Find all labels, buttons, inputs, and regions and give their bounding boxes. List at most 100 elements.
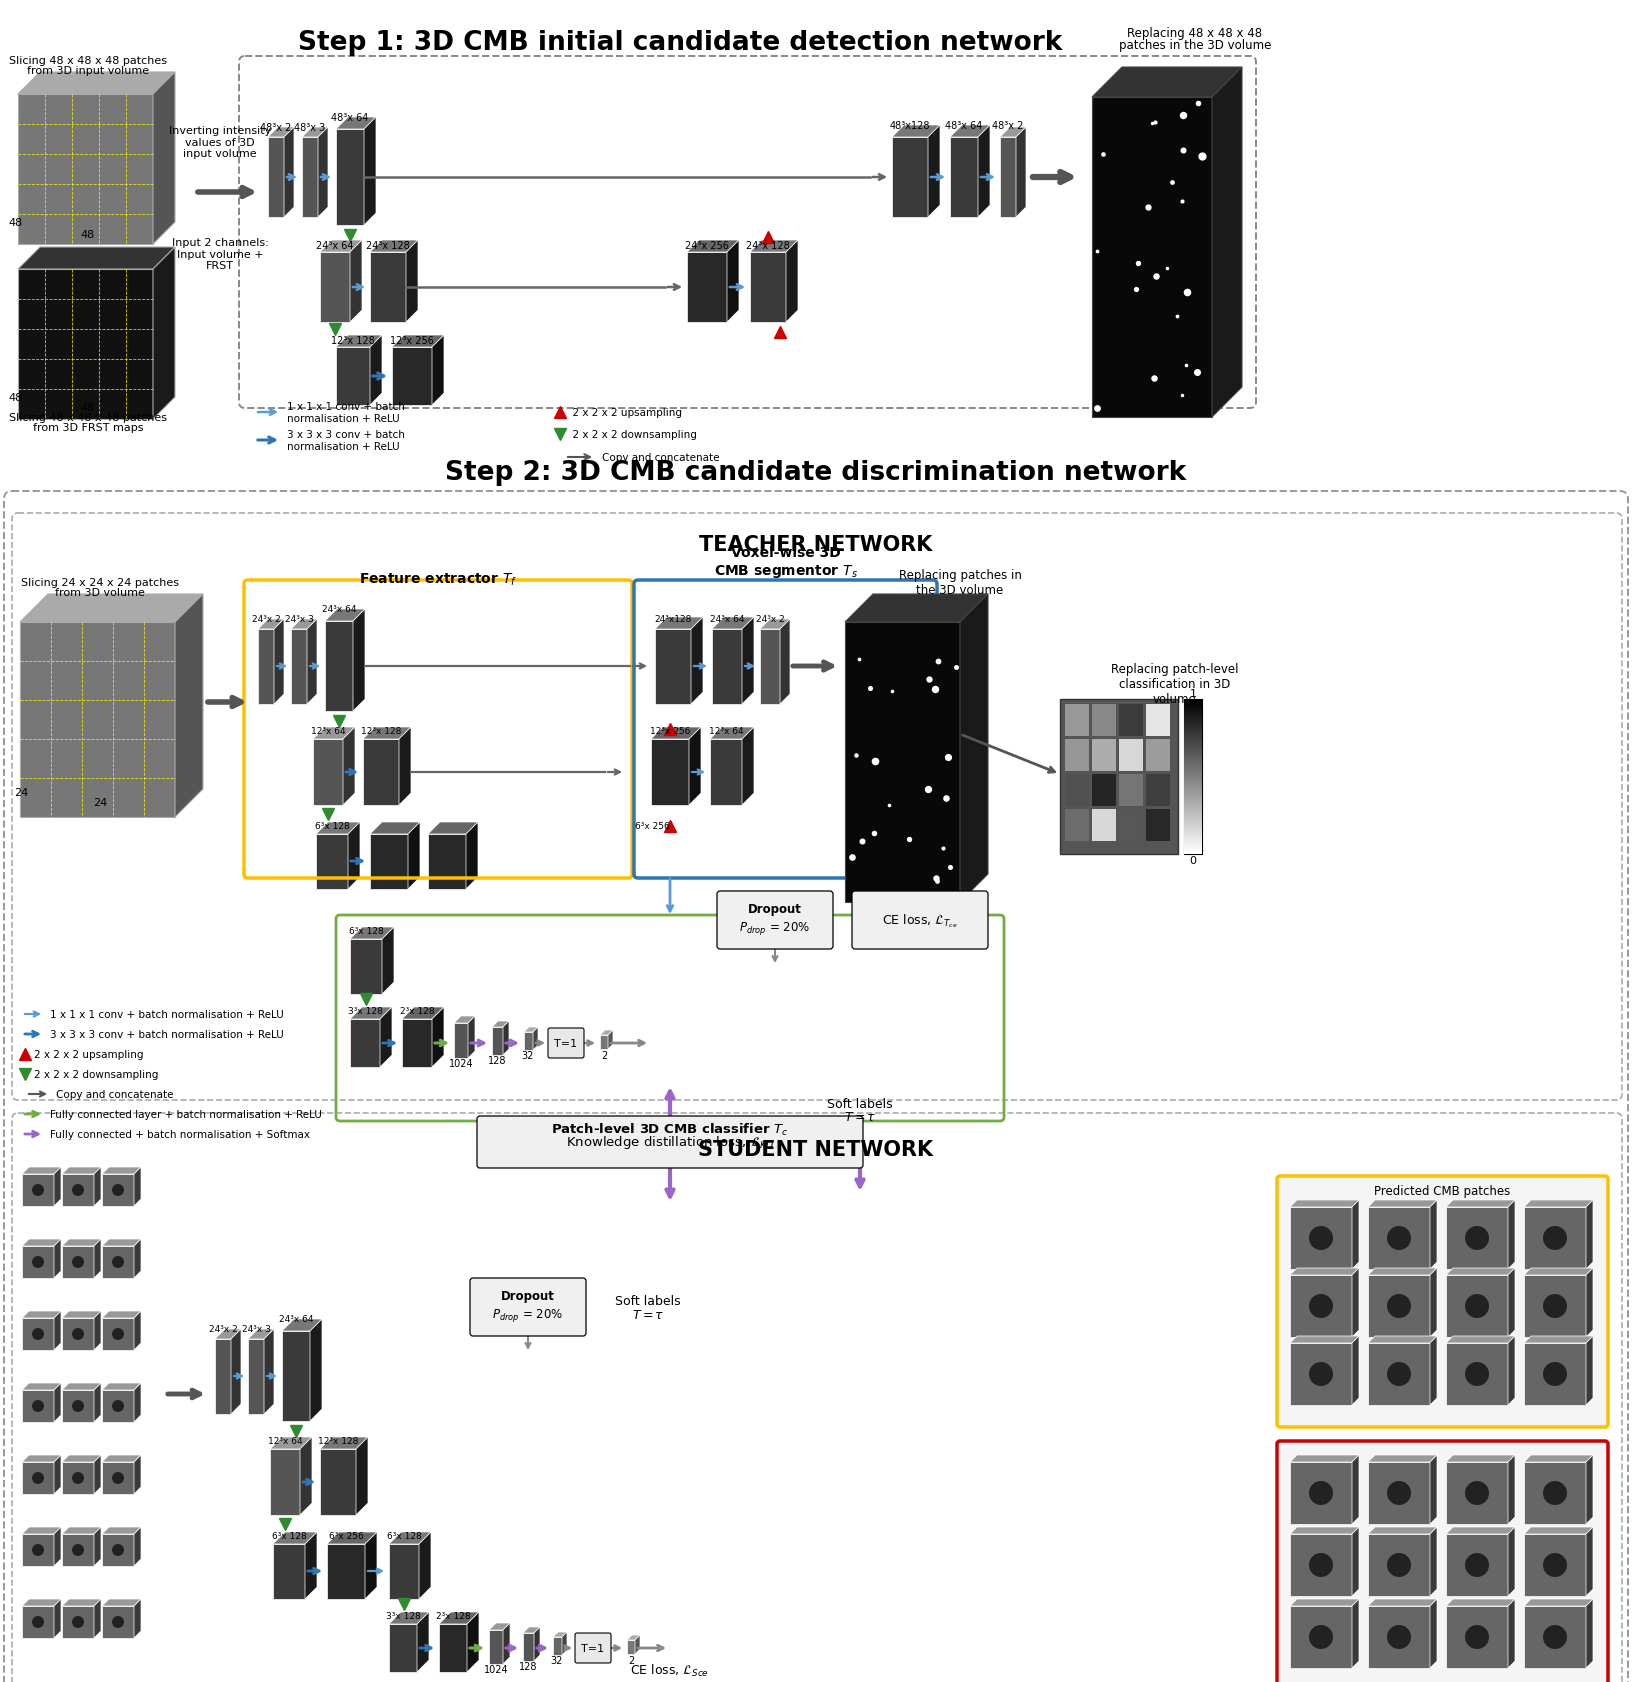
Polygon shape: [21, 1319, 54, 1351]
Bar: [1064, 705, 1089, 737]
Circle shape: [33, 1184, 44, 1196]
Polygon shape: [503, 1623, 509, 1663]
Polygon shape: [401, 1019, 432, 1068]
Polygon shape: [62, 1606, 95, 1638]
Polygon shape: [599, 1036, 607, 1050]
Text: Replacing patch-level
classification in 3D
volume: Replacing patch-level classification in …: [1110, 663, 1239, 706]
Polygon shape: [1523, 1527, 1593, 1534]
Polygon shape: [353, 609, 366, 711]
Polygon shape: [380, 1008, 392, 1068]
Polygon shape: [1585, 1527, 1593, 1596]
Text: 1: 1: [1188, 688, 1196, 698]
Polygon shape: [336, 336, 382, 348]
Polygon shape: [302, 138, 318, 219]
Text: 6³x 128: 6³x 128: [348, 927, 384, 935]
Text: 24: 24: [93, 797, 108, 807]
Polygon shape: [532, 1028, 537, 1050]
Text: Knowledge distillation loss, $\mathcal{L}_{KD}$: Knowledge distillation loss, $\mathcal{L…: [566, 1134, 774, 1150]
Text: Copy and concatenate: Copy and concatenate: [55, 1090, 173, 1100]
Polygon shape: [524, 1033, 532, 1050]
Polygon shape: [1523, 1344, 1585, 1404]
Polygon shape: [780, 619, 790, 705]
Polygon shape: [282, 1330, 310, 1421]
Bar: [1092, 774, 1115, 807]
Text: Dropout: Dropout: [501, 1290, 555, 1304]
Text: from 3D input volume: from 3D input volume: [26, 66, 149, 76]
Bar: [1118, 774, 1142, 807]
Polygon shape: [101, 1534, 134, 1566]
Circle shape: [72, 1544, 83, 1556]
Circle shape: [1386, 1226, 1410, 1250]
Bar: [1118, 705, 1142, 737]
Polygon shape: [317, 822, 359, 834]
Text: 12³x 128: 12³x 128: [318, 1436, 357, 1445]
Polygon shape: [553, 1637, 561, 1655]
Polygon shape: [326, 1532, 377, 1544]
Text: 1024: 1024: [483, 1663, 508, 1674]
Text: Slicing 48 x 48 x 48 patches: Slicing 48 x 48 x 48 patches: [10, 412, 166, 422]
Polygon shape: [95, 1167, 101, 1206]
Polygon shape: [366, 1532, 377, 1600]
Polygon shape: [1092, 67, 1242, 98]
Text: 24³x 64: 24³x 64: [322, 606, 356, 614]
Polygon shape: [1585, 1455, 1593, 1524]
FancyBboxPatch shape: [548, 1028, 584, 1058]
Polygon shape: [95, 1600, 101, 1638]
Text: Inverting intensity
values of 3D
input volume: Inverting intensity values of 3D input v…: [168, 126, 271, 160]
Polygon shape: [54, 1312, 60, 1351]
Polygon shape: [62, 1174, 95, 1206]
Polygon shape: [364, 118, 375, 225]
Text: 3³x 128: 3³x 128: [348, 1008, 382, 1016]
Polygon shape: [1015, 128, 1025, 219]
Text: 32: 32: [522, 1050, 534, 1060]
Polygon shape: [1523, 1455, 1593, 1462]
Polygon shape: [282, 1319, 322, 1330]
Circle shape: [1386, 1482, 1410, 1505]
Polygon shape: [95, 1383, 101, 1423]
Polygon shape: [1444, 1455, 1514, 1462]
Circle shape: [33, 1472, 44, 1484]
Text: $T = \tau$: $T = \tau$: [632, 1309, 664, 1322]
Polygon shape: [95, 1240, 101, 1278]
Text: 48: 48: [8, 219, 23, 227]
Polygon shape: [62, 1312, 101, 1319]
Text: 48: 48: [82, 402, 95, 412]
Bar: [1118, 809, 1142, 841]
Bar: [1064, 809, 1089, 841]
Polygon shape: [1368, 1268, 1436, 1275]
Polygon shape: [891, 138, 927, 219]
Polygon shape: [960, 595, 987, 903]
Polygon shape: [290, 619, 317, 629]
Polygon shape: [62, 1167, 101, 1174]
Text: 24³x 3: 24³x 3: [284, 616, 313, 624]
Polygon shape: [1523, 1275, 1585, 1337]
Polygon shape: [215, 1329, 242, 1339]
Polygon shape: [153, 247, 175, 420]
FancyBboxPatch shape: [574, 1633, 610, 1663]
Polygon shape: [101, 1600, 140, 1606]
Polygon shape: [21, 1246, 54, 1278]
Text: 0: 0: [1188, 856, 1196, 866]
Polygon shape: [491, 1028, 503, 1055]
Polygon shape: [21, 1174, 54, 1206]
Text: Fully connected + batch normalisation + Softmax: Fully connected + batch normalisation + …: [51, 1129, 310, 1139]
Polygon shape: [1368, 1527, 1436, 1534]
FancyBboxPatch shape: [716, 891, 832, 949]
Circle shape: [1386, 1293, 1410, 1319]
Text: 12³x 64: 12³x 64: [708, 727, 743, 737]
Polygon shape: [1289, 1275, 1351, 1337]
Polygon shape: [175, 595, 202, 817]
Polygon shape: [950, 126, 989, 138]
Text: 2 x 2 x 2 upsampling: 2 x 2 x 2 upsampling: [34, 1050, 144, 1060]
Polygon shape: [21, 1167, 60, 1174]
Polygon shape: [398, 728, 411, 806]
Polygon shape: [134, 1312, 140, 1351]
Polygon shape: [1368, 1600, 1436, 1606]
Bar: [1092, 740, 1115, 772]
Text: 6³x 256: 6³x 256: [328, 1532, 364, 1541]
Polygon shape: [101, 1319, 134, 1351]
Polygon shape: [362, 740, 398, 806]
Polygon shape: [336, 130, 364, 225]
Polygon shape: [1351, 1455, 1358, 1524]
Polygon shape: [1444, 1527, 1514, 1534]
